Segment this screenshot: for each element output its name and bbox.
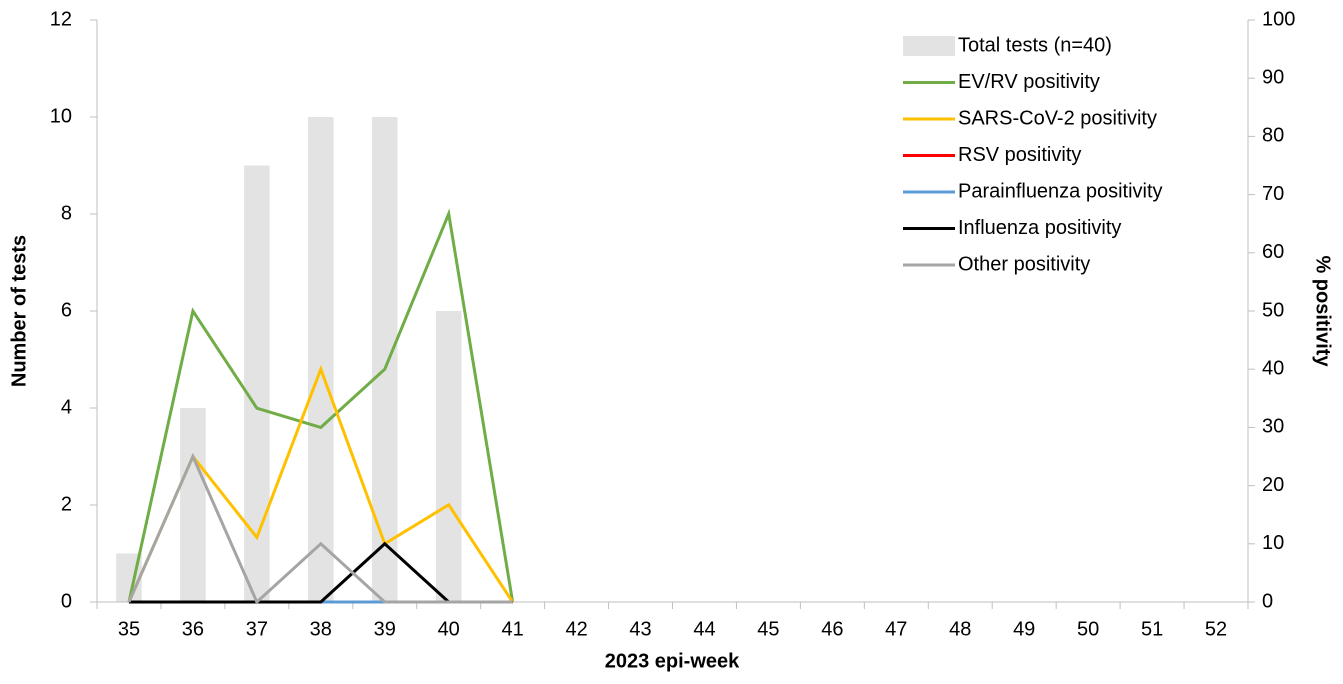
bar: [308, 117, 334, 602]
x-tick-label: 39: [374, 618, 396, 640]
x-tick-label: 37: [246, 618, 268, 640]
bar: [371, 117, 398, 602]
y-tick-label: 10: [50, 105, 72, 127]
x-tick-label: 46: [821, 618, 843, 640]
x-tick-label: 45: [757, 618, 779, 640]
x-tick-label: 52: [1205, 618, 1227, 640]
y2-tick-label: 50: [1262, 299, 1284, 321]
x-tick-label: 48: [949, 618, 971, 640]
line: [127, 208, 515, 603]
y2-tick-label: 80: [1262, 125, 1284, 147]
line: [127, 452, 513, 605]
y2-tick-label: 20: [1262, 474, 1284, 496]
y-axis-title: Number of tests: [8, 235, 30, 387]
x-tick-label: 41: [502, 618, 524, 640]
legend-label: Other positivity: [958, 253, 1090, 275]
y-tick-label: 6: [61, 299, 72, 321]
y2-tick-label: 10: [1262, 532, 1284, 554]
y-tick-label: 8: [61, 202, 72, 224]
y-tick-label: 12: [50, 8, 72, 30]
x-tick-label: 44: [693, 618, 715, 640]
legend-swatch: [903, 36, 955, 56]
bar: [435, 311, 462, 602]
x-tick-label: 49: [1013, 618, 1035, 640]
bar: [244, 165, 270, 602]
x-tick-label: 47: [885, 618, 907, 640]
y-tick-label: 2: [61, 493, 72, 515]
legend-label: Total tests (n=40): [958, 34, 1112, 56]
y2-axis-title: % positivity: [1312, 255, 1334, 367]
y-tick-label: 4: [61, 396, 72, 418]
y-tick-label: 0: [61, 590, 72, 612]
bar: [180, 408, 206, 602]
y2-tick-label: 70: [1262, 183, 1284, 205]
x-tick-label: 42: [565, 618, 587, 640]
y2-tick-label: 0: [1262, 590, 1273, 612]
x-tick-label: 38: [310, 618, 332, 640]
x-tick-label: 51: [1141, 618, 1163, 640]
x-tick-label: 40: [438, 618, 460, 640]
legend-label: Influenza positivity: [958, 217, 1121, 239]
x-tick-label: 43: [629, 618, 651, 640]
y2-tick-label: 100: [1262, 8, 1295, 30]
x-axis-title: 2023 epi-week: [605, 650, 740, 672]
y2-tick-label: 90: [1262, 66, 1284, 88]
y2-tick-label: 40: [1262, 357, 1284, 379]
y2-tick-label: 60: [1262, 241, 1284, 263]
x-tick-label: 36: [182, 618, 204, 640]
y2-tick-label: 30: [1262, 416, 1284, 438]
x-tick-label: 35: [118, 618, 140, 640]
legend-label: Parainfluenza positivity: [958, 180, 1163, 202]
legend-label: EV/RV positivity: [958, 71, 1100, 93]
legend-label: SARS-CoV-2 positivity: [958, 107, 1157, 129]
legend-label: RSV positivity: [958, 144, 1081, 166]
x-tick-label: 50: [1077, 618, 1099, 640]
